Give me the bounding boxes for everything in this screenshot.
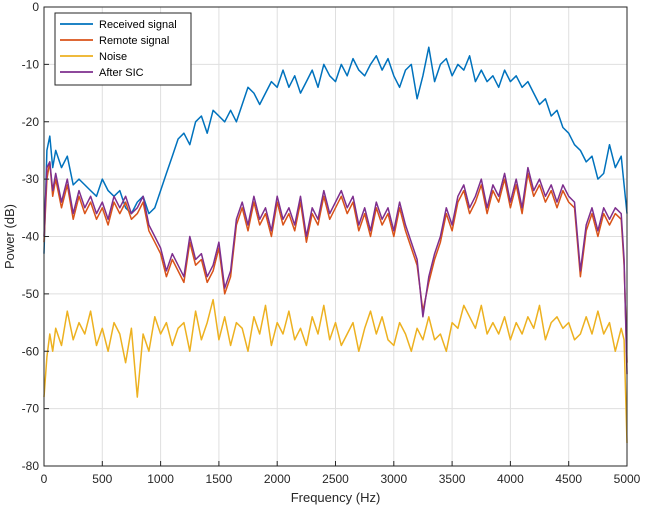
series-line-after-sic [43,161,628,375]
legend-label-remote: Remote signal [99,35,169,47]
y-tick-label: -30 [22,172,40,186]
y-tick-label: -70 [22,402,40,416]
x-tick-label: 4500 [555,472,582,486]
series-line-noise [43,298,628,444]
x-tick-label: 500 [92,472,112,486]
x-tick-label: 2500 [322,472,349,486]
legend-label-noise: Noise [99,51,127,63]
x-tick-label: 4000 [497,472,524,486]
legend: Received signal Remote signal Noise Afte… [54,12,192,86]
y-axis-label: Power (dB) [2,204,17,269]
y-tick-label: -40 [22,230,40,244]
x-tick-label: 1500 [206,472,233,486]
x-axis-label: Frequency (Hz) [291,490,381,505]
x-tick-label: 3000 [380,472,407,486]
y-tick-label: -10 [22,57,40,71]
y-tick-label: -50 [22,287,40,301]
x-tick-label: 3500 [439,472,466,486]
y-tick-label: 0 [32,0,39,14]
x-tick-label: 1000 [147,472,174,486]
legend-box [54,12,192,86]
y-tick-label: -80 [22,459,40,473]
series-line-remote-signal [43,161,628,363]
y-tick-label: -20 [22,115,40,129]
x-tick-label: 2000 [264,472,291,486]
tick-layer: 0 500 1000 1500 2000 2500 3000 3500 4000 4500 5000… [22,0,641,486]
legend-label-received: Received signal [99,19,177,31]
x-tick-label: 0 [41,472,48,486]
x-tick-label: 5000 [614,472,641,486]
y-tick-label: -60 [22,344,40,358]
legend-label-after-sic: After SIC [99,67,144,79]
series-layer [43,46,628,444]
